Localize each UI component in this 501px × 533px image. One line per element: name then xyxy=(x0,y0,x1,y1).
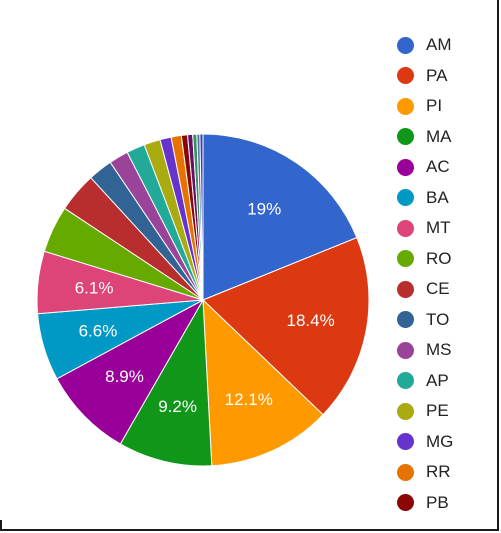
pie-slice-labels: 19% 18.4% 12.1% 9.2% 8.9% 6.6% 6.1% xyxy=(75,200,335,416)
legend-item-ac[interactable]: AC xyxy=(397,152,453,183)
legend-label: MA xyxy=(426,126,452,146)
legend-item-pa[interactable]: PA xyxy=(397,61,453,92)
slice-label-am: 19% xyxy=(247,200,281,219)
legend-label: AC xyxy=(426,157,450,177)
legend-label: TO xyxy=(426,309,450,329)
legend-item-to[interactable]: TO xyxy=(397,305,453,336)
legend-label: PA xyxy=(426,65,448,85)
legend-swatch-icon xyxy=(397,280,414,298)
legend-item-ap[interactable]: AP xyxy=(397,366,453,397)
legend-item-pb[interactable]: PB xyxy=(397,488,453,519)
legend-item-ce[interactable]: CE xyxy=(397,274,453,305)
legend-item-pe[interactable]: PE xyxy=(397,396,453,427)
legend-swatch-icon xyxy=(397,250,414,268)
legend-label: CE xyxy=(426,279,450,299)
legend-label: AP xyxy=(426,370,449,390)
frame-corner xyxy=(0,520,2,531)
legend-label: MS xyxy=(426,340,452,360)
legend-swatch-icon xyxy=(397,494,414,512)
slice-label-ba: 6.6% xyxy=(79,322,118,341)
legend-swatch-icon xyxy=(397,67,414,85)
pie-slices xyxy=(36,133,370,467)
legend-swatch-icon xyxy=(397,189,414,207)
legend-swatch-icon xyxy=(397,128,414,146)
legend-swatch-icon xyxy=(397,311,414,329)
legend-item-mg[interactable]: MG xyxy=(397,427,453,458)
slice-label-ac: 8.9% xyxy=(105,367,144,386)
pie-slice-pi[interactable] xyxy=(202,298,324,467)
legend-swatch-icon xyxy=(397,97,414,115)
legend-item-ba[interactable]: BA xyxy=(397,183,453,214)
legend: AM PA PI MA AC BA MT RO CE TO MS AP PE MG RR PB xyxy=(397,30,453,518)
pie-slice-am[interactable] xyxy=(202,133,358,301)
legend-swatch-icon xyxy=(397,402,414,420)
legend-item-rr[interactable]: RR xyxy=(397,457,453,488)
legend-label: PB xyxy=(426,492,449,512)
slice-label-ma: 9.2% xyxy=(158,397,197,416)
legend-label: BA xyxy=(426,187,449,207)
slice-label-mt: 6.1% xyxy=(75,279,114,298)
legend-label: MG xyxy=(426,431,454,451)
legend-swatch-icon xyxy=(397,158,414,176)
pie-slice-ac[interactable] xyxy=(56,298,205,445)
pie-slice-other-19[interactable] xyxy=(199,133,204,301)
slice-label-pa: 18.4% xyxy=(287,311,335,330)
legend-label: AM xyxy=(426,35,452,55)
legend-swatch-icon xyxy=(397,341,414,359)
legend-label: MT xyxy=(426,218,451,238)
legend-item-ro[interactable]: RO xyxy=(397,244,453,275)
legend-swatch-icon xyxy=(397,463,414,481)
legend-label: PI xyxy=(426,96,443,116)
legend-item-am[interactable]: AM xyxy=(397,30,453,61)
legend-label: PE xyxy=(426,401,449,421)
legend-swatch-icon xyxy=(397,36,414,54)
pie-slice-ma[interactable] xyxy=(119,298,213,467)
legend-label: RO xyxy=(426,248,452,268)
legend-item-mt[interactable]: MT xyxy=(397,213,453,244)
slice-label-pi: 12.1% xyxy=(225,390,273,409)
legend-swatch-icon xyxy=(397,433,414,451)
legend-item-pi[interactable]: PI xyxy=(397,91,453,122)
pie-slice-pa[interactable] xyxy=(202,236,370,416)
legend-label: RR xyxy=(426,462,451,482)
legend-swatch-icon xyxy=(397,372,414,390)
legend-item-ms[interactable]: MS xyxy=(397,335,453,366)
legend-swatch-icon xyxy=(397,219,414,237)
legend-item-ma[interactable]: MA xyxy=(397,122,453,153)
